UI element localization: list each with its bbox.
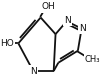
Text: OH: OH bbox=[41, 2, 55, 11]
Text: N: N bbox=[79, 24, 86, 33]
Text: N: N bbox=[64, 16, 70, 25]
Text: HO: HO bbox=[0, 39, 14, 48]
Text: CH₃: CH₃ bbox=[85, 55, 100, 64]
Text: N: N bbox=[30, 66, 37, 76]
